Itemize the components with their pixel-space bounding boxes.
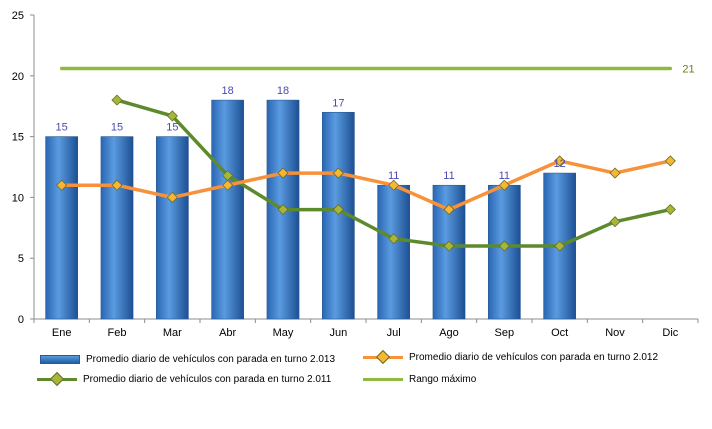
legend-label-2012: Promedio diario de vehículos con parada … bbox=[409, 351, 659, 363]
series-marker-2012 bbox=[222, 179, 234, 191]
series-marker-2011 bbox=[664, 203, 676, 216]
bar bbox=[45, 136, 79, 320]
series-marker-2011 bbox=[277, 203, 289, 216]
bar-data-label: 11 bbox=[443, 170, 454, 182]
legend-item-rango: Rango máximo bbox=[363, 373, 476, 385]
bar-data-label: 11 bbox=[388, 170, 399, 182]
bar bbox=[377, 184, 411, 320]
legend-label-2011: Promedio diario de vehículos con parada … bbox=[83, 373, 332, 385]
y-tick-label: 10 bbox=[12, 192, 24, 204]
bar bbox=[100, 136, 134, 320]
series-marker-2012 bbox=[664, 155, 676, 167]
bar bbox=[487, 184, 521, 320]
chart-axes: 0 5 10 15 20 25 Ene Feb Mar Abr May Jun Jul Ago Sep Oct… bbox=[12, 10, 699, 339]
legend-item-2011: Promedio diario de vehículos con parada … bbox=[37, 371, 332, 387]
series-marker-2011 bbox=[498, 240, 510, 252]
legend-label-rango: Rango máximo bbox=[409, 373, 477, 385]
series-marker-2012 bbox=[388, 179, 400, 191]
x-tick-label: Feb bbox=[108, 327, 127, 339]
series-marker-2011 bbox=[111, 94, 123, 106]
series-marker-2012 bbox=[166, 191, 178, 203]
legend-swatch-lightgreen-icon bbox=[363, 373, 403, 385]
x-tick-label: Oct bbox=[551, 327, 568, 339]
y-tick-label: 20 bbox=[12, 71, 24, 83]
series-marker-2011 bbox=[166, 110, 178, 122]
legend-item-2013: Promedio diario de vehículos con parada … bbox=[40, 354, 335, 365]
series-marker-2012 bbox=[111, 179, 123, 191]
bar bbox=[155, 136, 189, 320]
legend-swatch-bar-icon bbox=[40, 355, 80, 364]
series-marker-2012 bbox=[498, 179, 510, 191]
series-marker-2011 bbox=[554, 240, 566, 252]
bar-data-label: 11 bbox=[499, 170, 510, 182]
x-tick-label: Ene bbox=[52, 327, 72, 339]
x-tick-label: Mar bbox=[163, 327, 182, 339]
bar-data-label: 18 bbox=[222, 85, 234, 97]
line-series bbox=[56, 66, 676, 252]
bar-data-label: 15 bbox=[111, 122, 123, 134]
bar-data-label: 15 bbox=[56, 122, 68, 134]
series-marker-2012 bbox=[443, 203, 455, 216]
series-marker-2011 bbox=[332, 203, 344, 216]
legend-swatch-orange-icon bbox=[363, 349, 403, 365]
series-marker-2012 bbox=[56, 179, 68, 191]
legend-swatch-green-icon bbox=[37, 371, 77, 387]
data-labels: 15 15 15 18 18 17 11 11 11 12 21 bbox=[56, 64, 695, 183]
x-tick-label: Jun bbox=[329, 327, 347, 339]
y-tick-label: 5 bbox=[18, 253, 24, 265]
bar-data-label: 12 bbox=[554, 158, 566, 170]
y-tick-label: 15 bbox=[12, 132, 24, 144]
y-tick-label: 0 bbox=[18, 314, 24, 326]
bar-data-label: 18 bbox=[277, 85, 289, 97]
y-tick-label: 25 bbox=[12, 10, 24, 22]
series-marker-2011 bbox=[388, 233, 400, 245]
series-marker-2012 bbox=[609, 167, 621, 179]
x-tick-label: Abr bbox=[219, 327, 236, 339]
rango-maximo-label: 21 bbox=[682, 64, 694, 76]
series-marker-2012 bbox=[554, 155, 566, 167]
bar-data-label: 15 bbox=[166, 122, 178, 134]
bar bbox=[211, 99, 245, 320]
series-marker-2011 bbox=[609, 216, 621, 228]
series-marker-2012 bbox=[277, 167, 289, 179]
series-marker-2012 bbox=[332, 167, 344, 179]
x-tick-label: Jul bbox=[387, 327, 401, 339]
series-marker-2011 bbox=[443, 240, 455, 252]
x-tick-label: Nov bbox=[605, 327, 625, 339]
x-tick-label: May bbox=[273, 327, 294, 339]
x-tick-label: Sep bbox=[495, 327, 515, 339]
legend-item-2012: Promedio diario de vehículos con parada … bbox=[363, 349, 659, 365]
legend-label-2013: Promedio diario de vehículos con parada … bbox=[86, 354, 336, 365]
x-tick-label: Dic bbox=[662, 327, 678, 339]
x-tick-label: Ago bbox=[439, 327, 459, 339]
bar-data-label: 17 bbox=[332, 97, 344, 109]
series-line-2012 bbox=[59, 159, 673, 212]
